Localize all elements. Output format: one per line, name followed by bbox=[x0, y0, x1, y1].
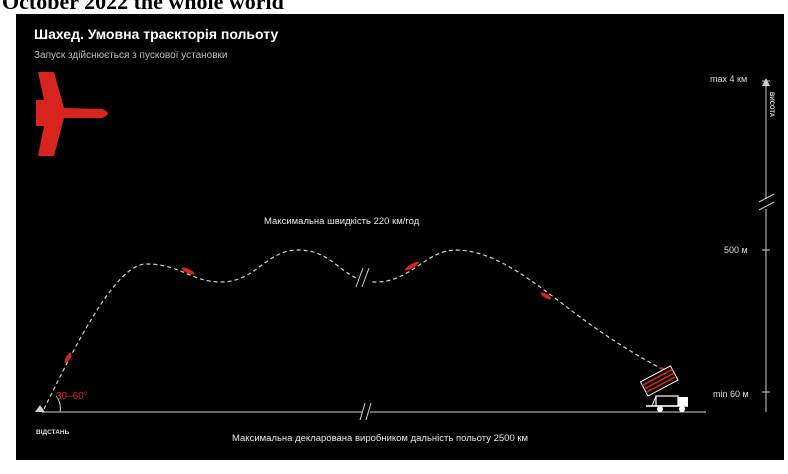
trajectory-diagram bbox=[35, 72, 775, 421]
launcher-truck-icon bbox=[639, 365, 688, 412]
diagram-title: Шахед. Умовна траєкторія польоту bbox=[34, 26, 279, 42]
speed-annotation: Максимальна швидкість 220 км/год bbox=[264, 216, 420, 227]
diagram-subtitle: Запуск здійснюється з пускової установки bbox=[34, 50, 228, 61]
altitude-tick-max: max 4 км bbox=[710, 74, 748, 84]
axis-break-icon bbox=[359, 402, 372, 421]
infographic-panel: Шахед. Умовна траєкторія польоту Запуск … bbox=[16, 14, 784, 460]
shahed-drone-icon bbox=[36, 72, 108, 156]
launch-angle-label: 30–60° bbox=[56, 391, 88, 402]
distance-axis bbox=[35, 405, 706, 413]
distance-axis-label: ВІДСТАНЬ bbox=[36, 429, 70, 436]
altitude-tick-mid: 500 м bbox=[724, 245, 748, 255]
altitude-axis-label: ВИСОТА bbox=[768, 92, 774, 118]
header-fragment: October 2022 the whole world bbox=[0, 0, 788, 14]
header-fragment-text: October 2022 the whole world bbox=[2, 0, 284, 14]
launch-angle-icon bbox=[55, 395, 61, 413]
altitude-axis bbox=[758, 78, 775, 412]
altitude-tick-min: min 60 м bbox=[713, 389, 749, 399]
range-annotation: Максимальна декларована виробником дальн… bbox=[232, 433, 529, 444]
flight-trajectory bbox=[43, 249, 677, 410]
